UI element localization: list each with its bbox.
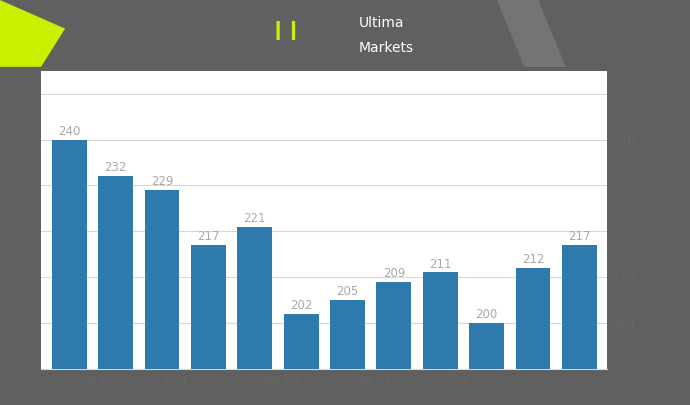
Text: 217: 217 — [197, 230, 219, 243]
Bar — [515, 268, 551, 405]
Text: 200: 200 — [475, 308, 497, 321]
Polygon shape — [497, 0, 566, 67]
Bar — [330, 300, 365, 405]
Bar — [145, 190, 179, 405]
Bar — [469, 323, 504, 405]
Text: 217: 217 — [568, 230, 591, 243]
Text: ❙❙: ❙❙ — [270, 21, 303, 40]
Text: 240: 240 — [58, 125, 81, 138]
Bar — [284, 313, 319, 405]
Bar — [52, 140, 87, 405]
Polygon shape — [41, 0, 152, 67]
Bar — [377, 281, 411, 405]
Text: 212: 212 — [522, 253, 544, 266]
Bar — [423, 273, 457, 405]
Text: 211: 211 — [429, 258, 451, 271]
Text: 209: 209 — [383, 267, 405, 280]
Text: Markets: Markets — [359, 41, 414, 55]
Bar — [98, 176, 133, 405]
Bar — [562, 245, 597, 405]
Bar — [237, 226, 272, 405]
Text: 232: 232 — [104, 161, 127, 175]
Text: 229: 229 — [150, 175, 173, 188]
Text: 205: 205 — [336, 285, 359, 298]
Text: Ultima: Ultima — [359, 16, 404, 30]
Bar — [191, 245, 226, 405]
Text: 202: 202 — [290, 299, 313, 312]
Polygon shape — [0, 0, 152, 67]
Text: 221: 221 — [244, 212, 266, 225]
